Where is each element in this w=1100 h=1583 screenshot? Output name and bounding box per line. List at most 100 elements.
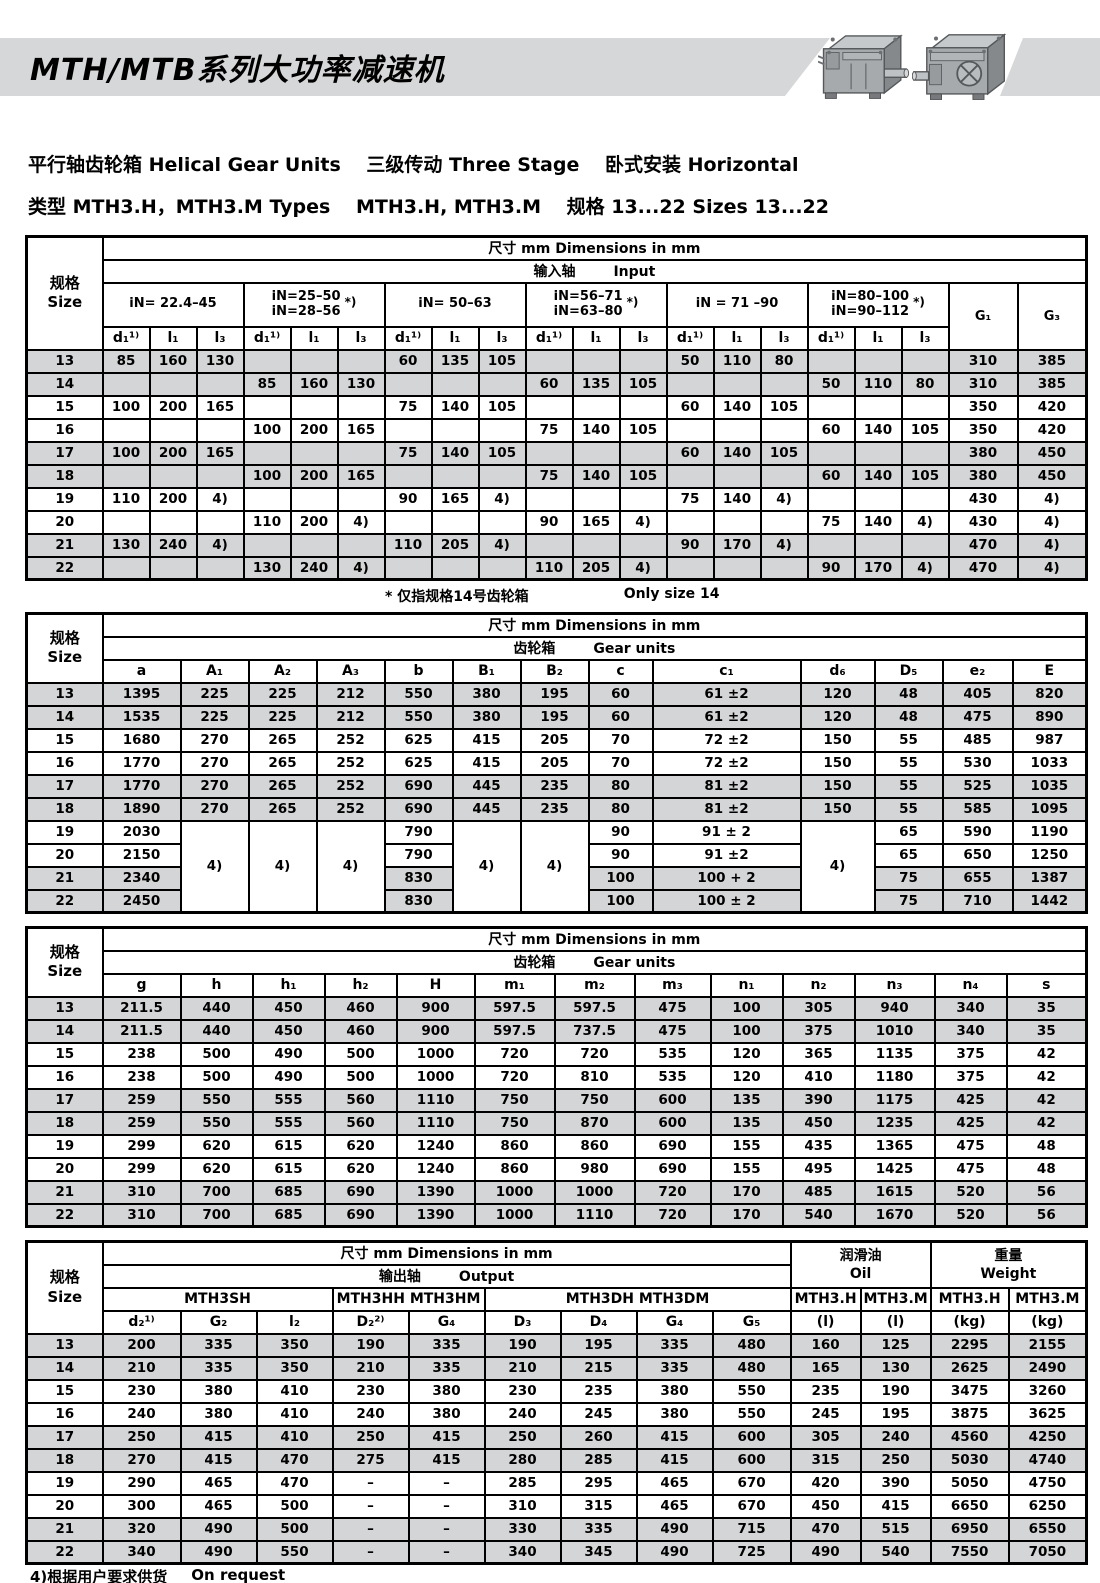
data-cell: 315 — [789, 1447, 862, 1473]
data-cell: 200 — [101, 1332, 182, 1358]
gear-units-section-header: 齿轮箱 Gear units — [101, 635, 1088, 661]
data-cell: 475 — [933, 1133, 1008, 1159]
data-cell: 140 — [853, 417, 903, 443]
data-cell: 42 — [1005, 1041, 1088, 1067]
data-cell: 1175 — [853, 1087, 936, 1113]
row-size-cell: 18 — [25, 1110, 104, 1136]
data-cell: 211.5 — [101, 1018, 182, 1044]
data-cell: 415 — [635, 1424, 714, 1450]
row-size-cell: 15 — [25, 1378, 104, 1404]
data-cell: 135 — [571, 371, 621, 397]
column-header: d₁¹⁾ — [242, 325, 292, 351]
data-cell: 597.5 — [473, 995, 556, 1021]
data-cell: 190 — [859, 1378, 932, 1404]
data-cell — [665, 417, 715, 443]
data-cell — [806, 394, 856, 420]
data-cell: 250 — [101, 1424, 182, 1450]
row-size-cell: 16 — [25, 417, 104, 443]
data-cell: 280 — [483, 1447, 562, 1473]
column-header: D₂²⁾ — [331, 1309, 410, 1335]
data-cell: 380 — [179, 1378, 258, 1404]
table-row: 19 110 200 4) 90 165 4) 75 140 4) 430 4) — [25, 486, 1088, 512]
data-cell — [336, 348, 386, 374]
data-cell: 600 — [633, 1110, 712, 1136]
column-header: d₁¹⁾ — [806, 325, 856, 351]
data-cell: 4) — [799, 819, 876, 914]
row-size-cell: 13 — [25, 995, 104, 1021]
data-cell: – — [407, 1516, 486, 1542]
data-cell: 91 ± 2 — [651, 819, 802, 845]
data-cell: 305 — [781, 995, 856, 1021]
data-cell: 987 — [1011, 727, 1088, 753]
data-cell: 210 — [101, 1355, 182, 1381]
data-cell: 1095 — [1011, 796, 1088, 822]
data-cell: 60 — [524, 371, 574, 397]
model-header: MTH3SH — [101, 1286, 334, 1312]
data-cell — [900, 394, 950, 420]
data-cell: 720 — [553, 1041, 636, 1067]
data-cell — [242, 394, 292, 420]
data-cell: 4) — [759, 486, 809, 512]
data-cell: 1387 — [1011, 865, 1088, 891]
data-cell: 55 — [873, 796, 944, 822]
column-header: c₁ — [651, 658, 802, 684]
table-row: 15 238 500 490 500 1000 720 720 535 120 365 1135 375… — [25, 1041, 1088, 1067]
data-cell: 240 — [331, 1401, 410, 1427]
data-cell: 135 — [430, 348, 480, 374]
data-cell: 410 — [255, 1378, 334, 1404]
data-cell — [618, 394, 668, 420]
data-cell: 690 — [383, 773, 454, 799]
data-cell: 110 — [242, 509, 292, 535]
data-cell: 61 ±2 — [651, 704, 802, 730]
row-size-cell: 15 — [25, 727, 104, 753]
data-cell: 550 — [383, 681, 454, 707]
data-cell: 6550 — [1007, 1516, 1088, 1542]
data-cell: 91 ±2 — [651, 842, 802, 868]
data-cell: 720 — [633, 1179, 712, 1205]
data-cell: 3475 — [929, 1378, 1010, 1404]
column-header-g3: G₃ — [1016, 281, 1088, 351]
data-cell: 120 — [799, 681, 876, 707]
data-cell: 460 — [323, 1018, 398, 1044]
table-row: 21 310 700 685 690 1390 1000 1000 720 170 485 1615 5… — [25, 1179, 1088, 1205]
data-cell: 160 — [148, 348, 198, 374]
data-cell: 270 — [179, 773, 250, 799]
table-row: 16 240 380 410 240 380 240 245 380 550 245 195 3875 3… — [25, 1401, 1088, 1427]
data-cell: 365 — [781, 1041, 856, 1067]
table-row: 16 100 200 165 75 140 105 60 140 105 350 420 — [25, 417, 1088, 443]
data-cell: 480 — [711, 1355, 792, 1381]
data-cell: 235 — [519, 796, 590, 822]
data-cell: 4) — [315, 819, 386, 914]
column-header: D₄ — [559, 1309, 638, 1335]
data-cell: 350 — [255, 1332, 334, 1358]
model-header: MTH3DH MTH3DM — [483, 1286, 792, 1312]
data-cell: 6950 — [929, 1516, 1010, 1542]
column-header: l₁ — [148, 325, 198, 351]
data-cell: 120 — [709, 1041, 784, 1067]
data-cell: 600 — [633, 1087, 712, 1113]
data-cell: 90 — [587, 842, 654, 868]
data-cell: 440 — [179, 1018, 254, 1044]
data-cell: 810 — [553, 1064, 636, 1090]
data-cell — [101, 463, 151, 489]
data-cell — [665, 371, 715, 397]
ratio-group-header: iN=80–100 iN=90–112 *) — [806, 281, 950, 328]
data-cell — [618, 486, 668, 512]
data-cell: 620 — [323, 1156, 398, 1182]
column-header: d₆ — [799, 658, 876, 684]
data-cell: 4) — [900, 555, 950, 581]
data-cell: 450 — [251, 1018, 326, 1044]
column-header: H — [395, 972, 476, 998]
data-cell: 1180 — [853, 1064, 936, 1090]
row-size-cell: 20 — [25, 842, 104, 868]
data-cell: 200 — [289, 463, 339, 489]
data-cell: 140 — [712, 486, 762, 512]
table-row: 15 1680 270 265 252 625 415 205 70 72 ±2 150 55 485 9… — [25, 727, 1088, 753]
data-cell: 490 — [789, 1539, 862, 1565]
data-cell: 1390 — [395, 1202, 476, 1228]
column-header: d₁¹⁾ — [101, 325, 151, 351]
data-cell: 515 — [859, 1516, 932, 1542]
data-cell: 430 — [947, 486, 1019, 512]
data-cell: 105 — [900, 417, 950, 443]
data-cell: 90 — [524, 509, 574, 535]
